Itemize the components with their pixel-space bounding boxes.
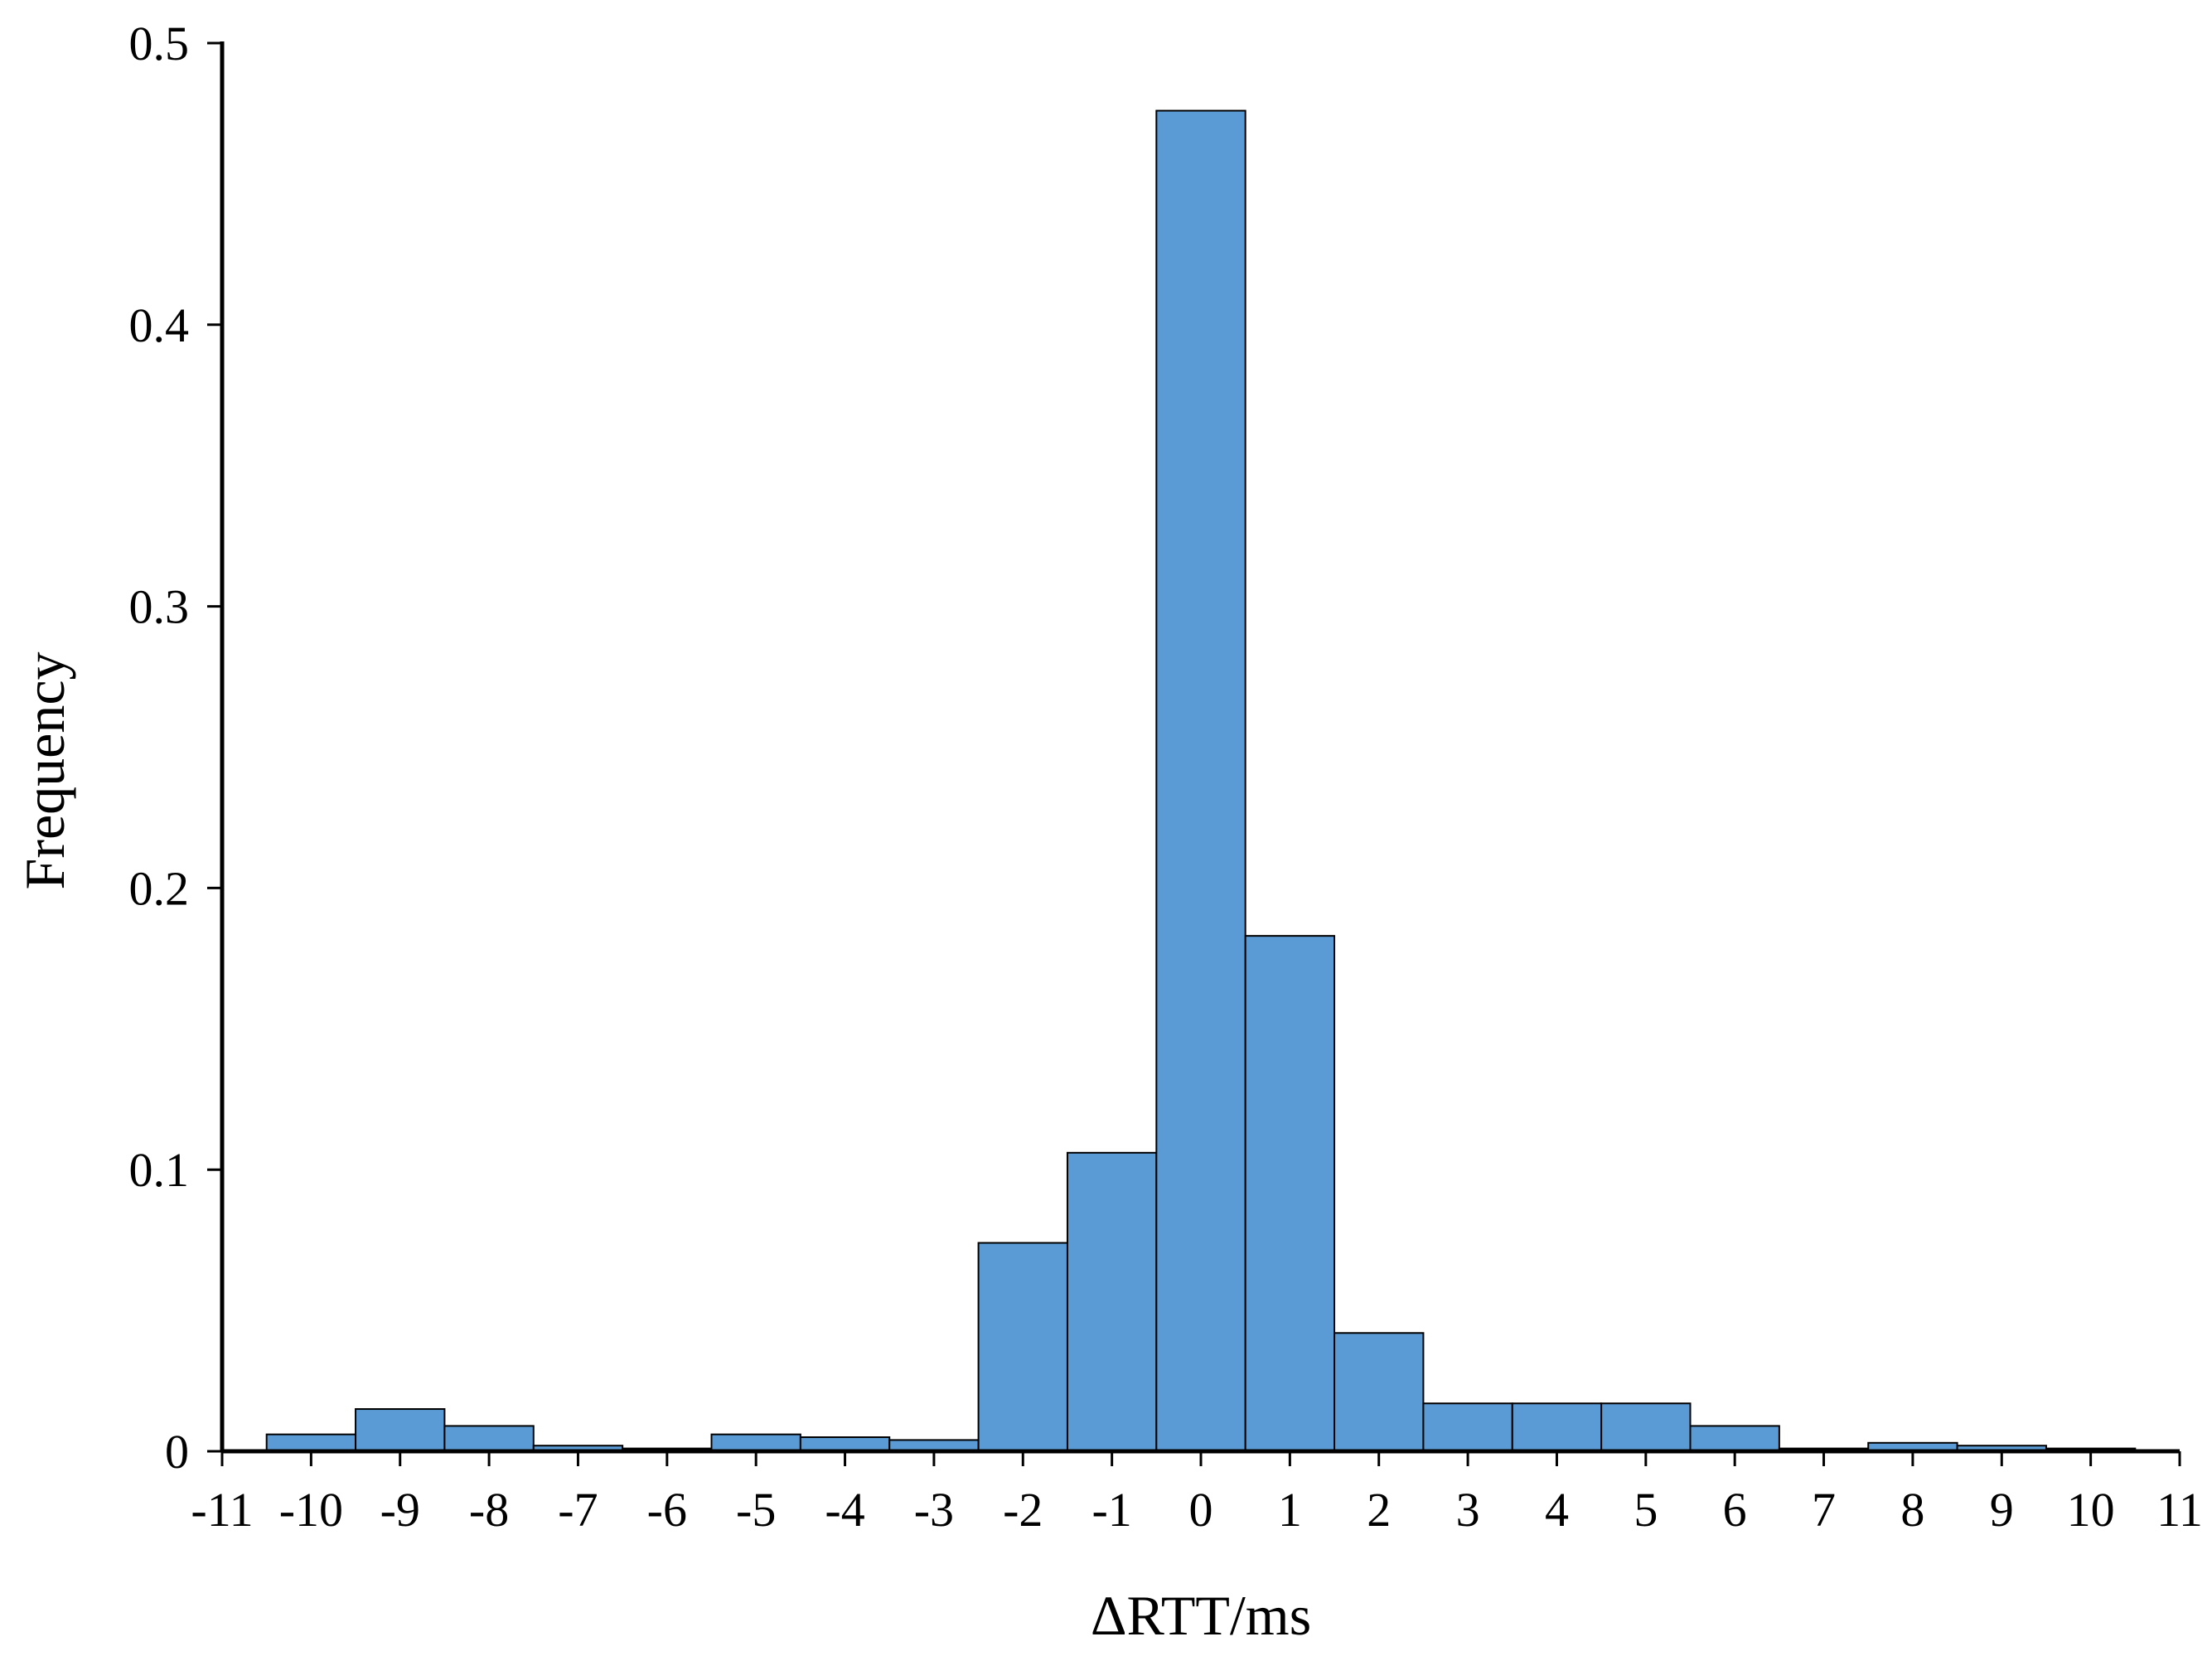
y-tick-label: 0.1 — [129, 1143, 190, 1197]
histogram-bar — [1689, 1425, 1780, 1452]
x-tick-label: 1 — [1278, 1483, 1302, 1537]
histogram-bar — [799, 1436, 891, 1453]
histogram-bar — [1511, 1402, 1603, 1453]
x-tick-label: -4 — [825, 1483, 864, 1537]
x-tick-label: -10 — [279, 1483, 343, 1537]
x-tick-label: 9 — [1990, 1483, 2014, 1537]
histogram-bar — [355, 1408, 446, 1453]
histogram-bar — [977, 1242, 1068, 1452]
y-tick-label: 0.2 — [129, 861, 190, 915]
x-tick-label: 0 — [1189, 1483, 1213, 1537]
histogram-bar — [1600, 1402, 1692, 1453]
histogram-bar — [265, 1433, 357, 1453]
x-tick-label: 8 — [1900, 1483, 1924, 1537]
histogram-bar — [1155, 109, 1246, 1452]
y-tick-label: 0.5 — [129, 17, 190, 70]
x-tick-label: 5 — [1634, 1483, 1658, 1537]
x-tick-label: -8 — [469, 1483, 509, 1537]
y-tick-label: 0.4 — [129, 298, 190, 352]
ticks-layer: -11 -10 -9 -8 -7 -6 -5 -4 -3 -2 -1 0 1 2 3 4 5 6 7 8 9 10 1100… — [129, 17, 2203, 1537]
y-tick-label: 0.3 — [129, 580, 190, 634]
histogram-bar — [443, 1425, 535, 1452]
y-tick-label: 0 — [165, 1425, 189, 1479]
x-tick-label: 6 — [1723, 1483, 1747, 1537]
x-tick-label: 7 — [1812, 1483, 1836, 1537]
x-axis-title: ΔRTT/ms — [1091, 1584, 1311, 1647]
x-tick-label: 3 — [1456, 1483, 1480, 1537]
x-tick-label: -7 — [558, 1483, 598, 1537]
x-tick-label: 10 — [2067, 1483, 2115, 1537]
histogram-bar — [1422, 1402, 1513, 1453]
histogram-bar — [1333, 1332, 1425, 1453]
x-tick-label: -1 — [1091, 1483, 1131, 1537]
x-tick-label: 11 — [2156, 1483, 2203, 1537]
x-tick-label: -9 — [380, 1483, 420, 1537]
histogram-bar — [1244, 935, 1336, 1452]
x-tick-label: -6 — [647, 1483, 687, 1537]
histogram-bar — [710, 1433, 801, 1453]
x-tick-label: 4 — [1545, 1483, 1569, 1537]
x-tick-label: -11 — [191, 1483, 253, 1537]
x-tick-label: -3 — [914, 1483, 954, 1537]
x-tick-label: -5 — [736, 1483, 776, 1537]
bars-layer — [265, 109, 2137, 1453]
histogram-bar — [1066, 1151, 1158, 1452]
y-axis-title: Frequency — [13, 651, 76, 889]
x-tick-label: -2 — [1003, 1483, 1043, 1537]
x-tick-label: 2 — [1367, 1483, 1391, 1537]
